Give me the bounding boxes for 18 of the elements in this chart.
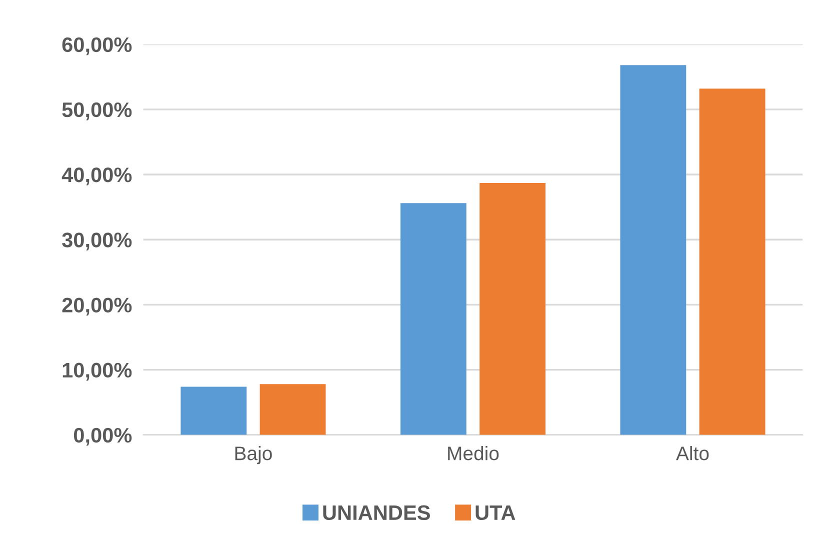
legend-label: UTA: [476, 506, 516, 520]
y-tick-label: 20,00%: [62, 298, 132, 316]
bar: [699, 88, 766, 435]
y-tick-label: 10,00%: [62, 362, 132, 381]
bar: [400, 203, 466, 435]
bar: [260, 384, 326, 435]
bar: [620, 65, 686, 435]
y-tick-label: 50,00%: [62, 102, 132, 120]
y-tick-label: 40,00%: [62, 168, 132, 186]
y-tick-label: 30,00%: [62, 232, 132, 250]
legend-label: UNIANDES: [323, 505, 430, 520]
x-tick-label: Bajo: [235, 446, 272, 464]
y-tick-label: 0,00%: [74, 428, 132, 446]
bar: [180, 386, 247, 435]
y-tick-label: 60,00%: [62, 37, 132, 56]
bar: [480, 182, 546, 435]
x-tick-label: Medio: [448, 446, 499, 460]
x-tick-label: Alto: [676, 446, 709, 460]
